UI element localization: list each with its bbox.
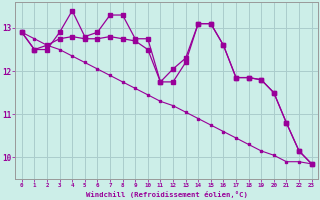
X-axis label: Windchill (Refroidissement éolien,°C): Windchill (Refroidissement éolien,°C) — [86, 191, 248, 198]
